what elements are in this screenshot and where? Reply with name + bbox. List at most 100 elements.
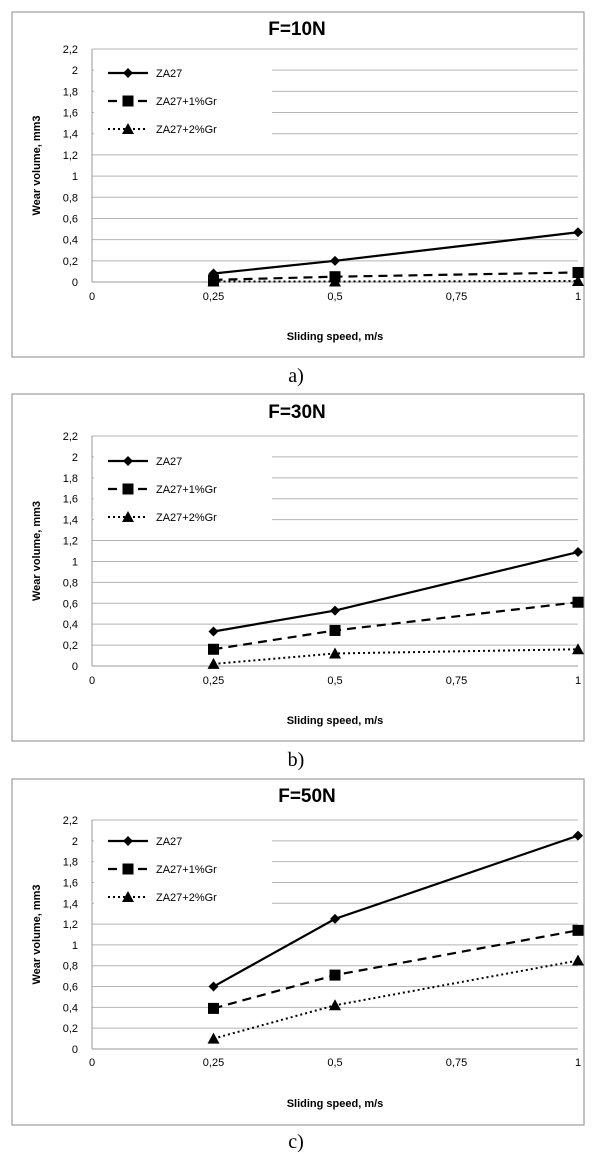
legend-label: ZA27 (156, 456, 182, 468)
y-tick-label: 1,8 (63, 857, 78, 869)
chart-panel-3: 0 0,2 0,4 0,6 0,8 1 1,2 1,4 1,6 1,8 2 2,2 0 0,25 0,5 0,… (11, 778, 585, 1126)
series-3 (207, 643, 584, 669)
y-tick-label: 2,2 (63, 815, 78, 827)
legend-marker (122, 511, 134, 522)
data-point (573, 227, 583, 238)
x-tick-label: 0,25 (203, 291, 224, 303)
legend-label: ZA27+2%Gr (156, 512, 217, 524)
y-tick-label: 1,8 (63, 86, 78, 98)
legend-marker (123, 68, 133, 78)
y-tick-label: 1,4 (63, 129, 78, 141)
data-point (208, 1002, 219, 1014)
y-tick-label: 1,2 (63, 919, 78, 931)
data-point (329, 969, 341, 981)
y-tick-label: 1,2 (63, 536, 78, 548)
x-tick-label: 0,75 (446, 675, 467, 687)
data-point (572, 274, 584, 286)
y-tick-label: 0,2 (63, 640, 78, 652)
y-tick-label: 0,4 (63, 235, 78, 247)
x-tick-label: 0,5 (327, 291, 342, 303)
data-point (573, 547, 583, 558)
data-point (572, 954, 584, 966)
x-tick-label: 0,25 (203, 675, 224, 687)
y-tick-label: 0,2 (63, 1023, 78, 1035)
x-tick-label: 1 (575, 675, 581, 687)
data-point (572, 596, 584, 608)
series-3 (207, 954, 584, 1044)
y-axis-label: Wear volume, mm3 (31, 884, 43, 984)
chart-panel-1: 0 0,2 0,4 0,6 0,8 1 1,2 1,4 1,6 1,8 2 2,2 0 0,25 0,5 0,… (11, 11, 585, 358)
x-tick-label: 0 (89, 675, 95, 687)
data-point (572, 924, 584, 936)
y-tick-label: 2 (72, 836, 78, 848)
y-tick-label: 2,2 (63, 431, 78, 443)
x-tick-label: 0,25 (203, 1057, 224, 1069)
x-tick-label: 0,5 (327, 675, 342, 687)
y-tick-label: 0,8 (63, 961, 78, 973)
y-axis-label: Wear volume, mm3 (31, 501, 43, 601)
x-axis-label: Sliding speed, m/s (287, 715, 384, 727)
x-axis-label: Sliding speed, m/s (287, 331, 384, 343)
y-tick-label: 1,6 (63, 494, 78, 506)
legend-label: ZA27+1%Gr (156, 484, 217, 496)
series-2 (208, 596, 584, 655)
data-point (208, 981, 219, 992)
y-tick-label: 0,4 (63, 619, 78, 631)
y-tick-label: 2,2 (63, 44, 78, 56)
series-1 (208, 547, 583, 637)
data-point (572, 643, 584, 655)
y-tick-label: 1 (72, 556, 78, 568)
chart-title: F=30N (268, 402, 326, 423)
data-point (330, 255, 340, 266)
y-tick-label: 1 (72, 171, 78, 183)
legend-label: ZA27+2%Gr (156, 892, 217, 904)
data-point (329, 999, 341, 1011)
y-tick-label: 1,2 (63, 150, 78, 162)
y-tick-label: 1,8 (63, 473, 78, 485)
series-3 (207, 274, 584, 287)
y-tick-label: 0,2 (63, 256, 78, 268)
legend: ZA27 ZA27+1%Gr ZA27+2%Gr (94, 827, 272, 915)
data-point (207, 657, 220, 669)
y-tick-label: 0,6 (63, 213, 78, 225)
legend-label: ZA27 (156, 836, 182, 848)
x-tick-label: 0,5 (327, 1057, 342, 1069)
data-point (207, 1032, 220, 1044)
x-tick-label: 0,75 (446, 291, 467, 303)
y-tick-label: 1,6 (63, 877, 78, 889)
data-point (330, 605, 340, 616)
data-point (329, 275, 341, 287)
y-tick-label: 0,6 (63, 982, 78, 994)
data-point (573, 830, 583, 841)
x-axis-label: Sliding speed, m/s (287, 1098, 384, 1110)
legend-marker (122, 95, 134, 107)
y-tick-label: 1,4 (63, 515, 78, 527)
series-1 (208, 227, 583, 279)
series-1 (208, 830, 583, 992)
y-tick-label: 2 (72, 452, 78, 464)
y-tick-label: 0 (72, 661, 78, 673)
data-point (329, 647, 341, 659)
panel-caption: a) (288, 365, 304, 387)
legend-label: ZA27+1%Gr (156, 864, 217, 876)
y-tick-label: 0 (72, 277, 78, 289)
panel-caption: c) (288, 1131, 304, 1153)
x-tick-label: 1 (575, 1057, 581, 1069)
legend-marker (122, 891, 134, 902)
legend-marker (122, 863, 134, 875)
legend: ZA27 ZA27+1%Gr ZA27+2%Gr (94, 447, 272, 535)
legend-label: ZA27+2%Gr (156, 124, 217, 136)
y-tick-label: 0,8 (63, 577, 78, 589)
legend-marker (123, 456, 133, 466)
x-tick-label: 0 (89, 291, 95, 303)
data-point (208, 626, 219, 637)
data-point (329, 624, 341, 636)
x-tick-label: 0 (89, 1057, 95, 1069)
legend-label: ZA27 (156, 68, 182, 80)
legend-marker (123, 836, 133, 846)
legend: ZA27 ZA27+1%Gr ZA27+2%Gr (94, 59, 272, 147)
data-point (330, 913, 340, 924)
data-point (207, 275, 220, 287)
y-tick-label: 1 (72, 940, 78, 952)
legend-marker (122, 483, 134, 495)
